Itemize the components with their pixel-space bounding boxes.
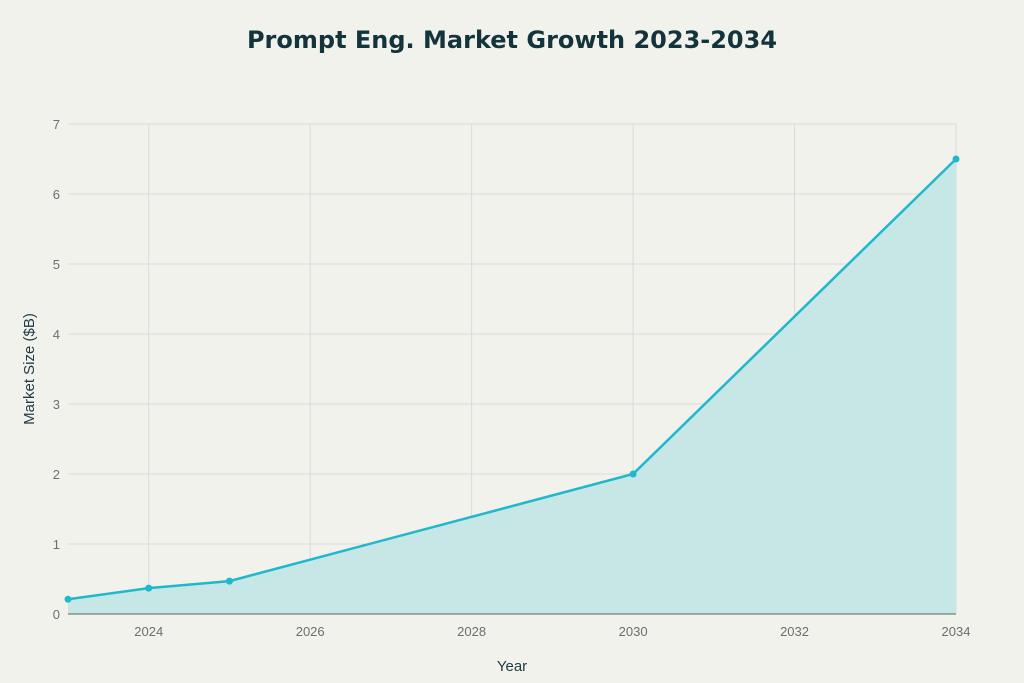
y-tick-label: 1 — [53, 537, 60, 552]
x-tick-labels: 2024 2026 2028 2030 2032 2034 — [134, 624, 970, 639]
x-tick-label: 2030 — [619, 624, 648, 639]
y-tick-label: 3 — [53, 397, 60, 412]
chart-title: Prompt Eng. Market Growth 2023-2034 — [247, 26, 777, 54]
data-point — [952, 155, 960, 163]
data-point — [629, 470, 637, 478]
y-tick-label: 6 — [53, 187, 60, 202]
data-point — [225, 577, 233, 585]
x-tick-label: 2024 — [134, 624, 163, 639]
x-tick-label: 2034 — [942, 624, 971, 639]
x-axis-title: Year — [497, 658, 527, 675]
y-tick-label: 2 — [53, 467, 60, 482]
data-point — [64, 595, 72, 603]
y-tick-label: 4 — [53, 327, 60, 342]
y-tick-label: 0 — [53, 607, 60, 622]
y-tick-label: 7 — [53, 117, 60, 132]
area-fill — [68, 159, 956, 614]
x-tick-label: 2026 — [296, 624, 325, 639]
x-tick-label: 2032 — [780, 624, 809, 639]
y-axis-title: Market Size ($B) — [21, 313, 38, 425]
x-tick-label: 2028 — [457, 624, 486, 639]
data-point — [145, 584, 153, 592]
data-points — [64, 155, 960, 603]
y-tick-label: 5 — [53, 257, 60, 272]
y-tick-labels: 0 1 2 3 4 5 6 7 — [53, 117, 60, 622]
